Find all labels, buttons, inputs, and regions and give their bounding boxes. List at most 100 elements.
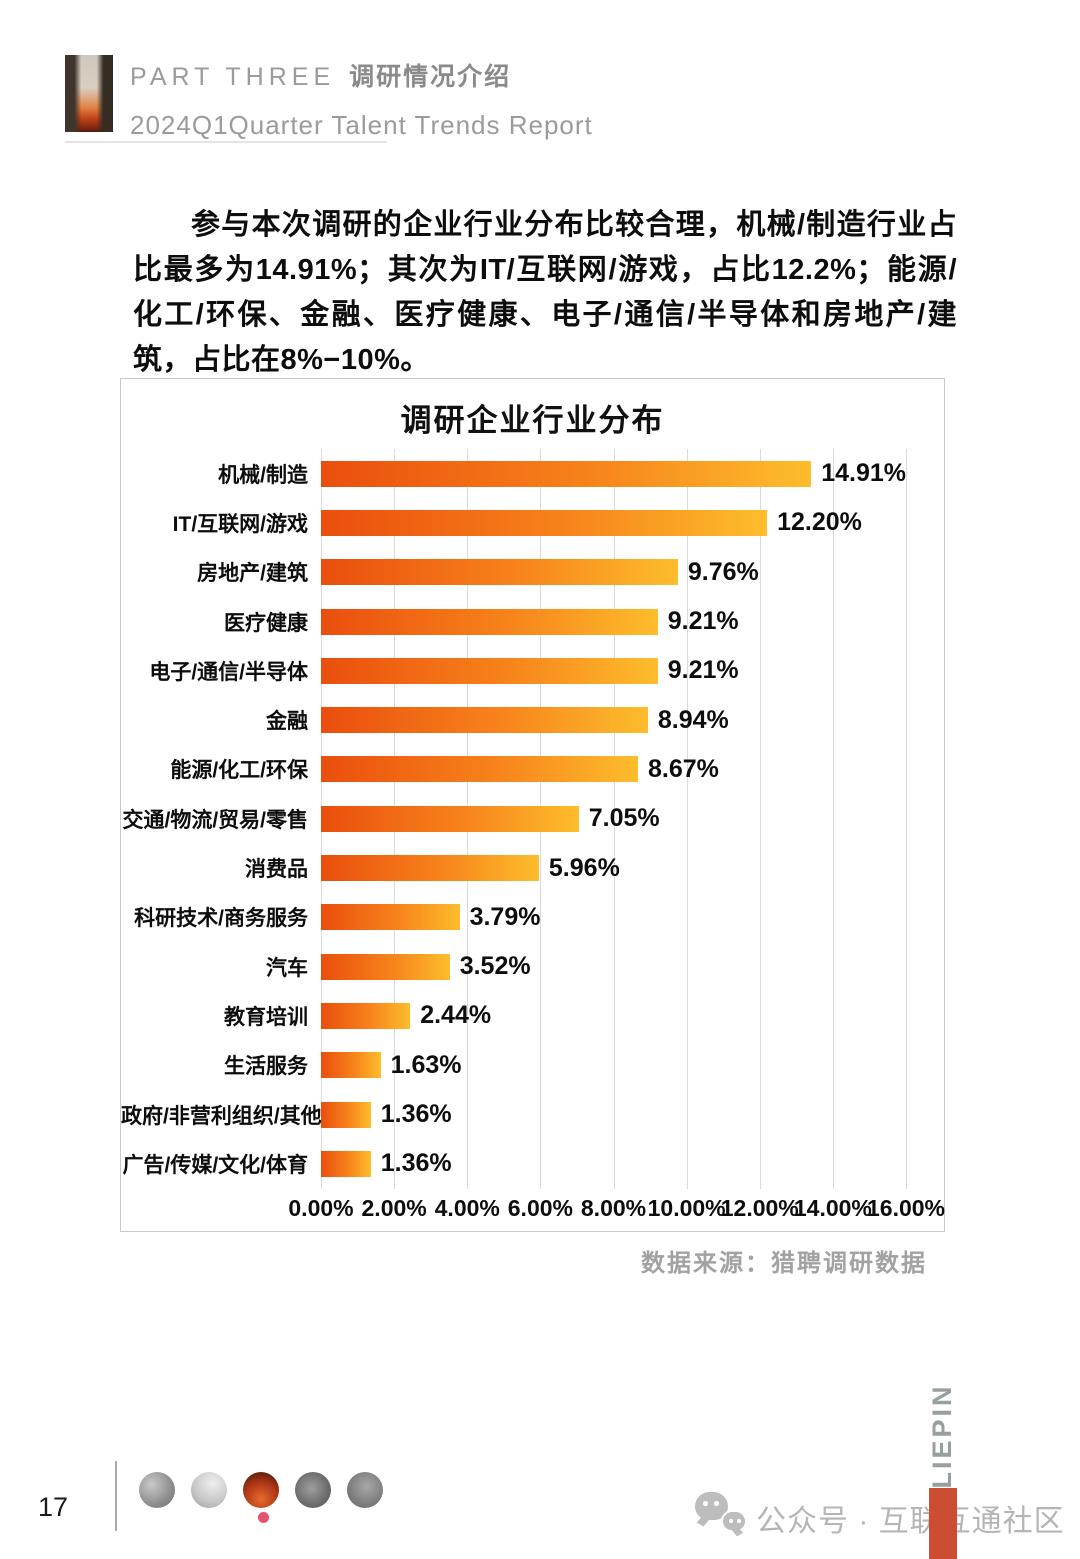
chart-row: 交通/物流/贸易/零售 7.05% [121,794,944,843]
chart-bars: 机械/制造 14.91% IT/互联网/游戏 12.20% 房地产/建筑 9.76% 医疗健… [121,449,944,1188]
value-label: 8.67% [647,754,719,783]
bar [321,1101,371,1128]
page-thumbnail-5[interactable] [347,1472,383,1508]
bar [321,805,579,832]
category-label: 交通/物流/贸易/零售 [122,808,308,832]
chart-title: 调研企业行业分布 [400,403,665,438]
value-label: 7.05% [588,804,660,833]
bar [321,1052,381,1079]
chart-row: 金融 8.94% [121,695,944,744]
value-label: 2.44% [420,1001,492,1030]
intro-paragraph: 参与本次调研的企业行业分布比较合理，机械/制造行业占比最多为14.91%；其次为… [133,209,957,376]
category-label: 消费品 [245,858,308,882]
bar [321,460,812,487]
chart-row: IT/互联网/游戏 12.20% [121,498,944,547]
chart-row: 电子/通信/半导体 9.21% [121,646,944,695]
category-label: 电子/通信/半导体 [149,660,308,684]
chart-row: 消费品 5.96% [121,843,944,892]
category-label: 房地产/建筑 [197,562,308,586]
industry-distribution-chart: 调研企业行业分布 机械/制造 14.91% IT/互联网/游戏 12.20% 房地产/建… [120,378,945,1232]
page-thumbnail-4[interactable] [295,1472,331,1508]
value-label: 1.36% [380,1100,452,1128]
chart-row: 房地产/建筑 9.76% [121,548,944,597]
x-axis: 0.00% 2.00% 4.00% 6.00% 8.00% 10.00% 12.00% 14.… [288,1195,945,1229]
chart-row: 机械/制造 14.91% [121,449,944,498]
x-tick-label: 12.00% [720,1195,799,1221]
value-label: 8.94% [657,705,729,734]
value-label: 14.91% [821,459,906,488]
wechat-icon [695,1492,747,1534]
part-title: 调研情况介绍 [349,63,512,91]
active-thumbnail-dot [258,1512,269,1523]
wechat-account-label: 公众号 · 互联互通社区 [756,1505,1065,1538]
page-thumbnail-3-active[interactable] [243,1472,279,1508]
x-tick-label: 16.00% [866,1195,946,1221]
header-city-photo [65,55,113,132]
category-label: 广告/传媒/文化/体育 [122,1153,308,1177]
x-tick-label: 8.00% [580,1195,647,1221]
report-subtitle: 2024Q1Quarter Talent Trends Report [130,110,593,140]
page-number: 17 [38,1492,69,1522]
chart-row: 汽车 3.52% [121,942,944,991]
x-tick-label: 10.00% [647,1195,726,1221]
category-label: 教育培训 [224,1005,308,1029]
gridline [759,449,761,1189]
chart-row: 医疗健康 9.21% [121,597,944,646]
gridline [906,449,907,1189]
chart-row: 科研技术/商务服务 3.79% [121,893,944,942]
liepin-brand-text: LIEPIN [927,1383,957,1489]
chart-row: 广告/传媒/文化/体育 1.36% [121,1139,944,1188]
value-label: 9.76% [687,557,759,586]
bar [321,559,678,586]
page-thumbnail-2[interactable] [191,1472,227,1508]
value-label: 12.20% [777,508,862,537]
category-label: 政府/非营利组织/其他 [121,1104,322,1128]
page-thumbnail-1[interactable] [139,1472,175,1508]
bar [321,1002,411,1029]
category-label: 医疗健康 [224,611,308,635]
gridline [832,449,834,1189]
bar [321,608,658,635]
bar [321,1150,371,1177]
page-header: PART THREE 调研情况介绍 2024Q1Quarter Talent Tr… [130,57,593,141]
value-label: 5.96% [548,853,620,882]
value-label: 9.21% [667,656,739,685]
value-label: 1.63% [390,1050,462,1079]
footer-divider [115,1461,117,1531]
value-label: 9.21% [667,607,739,636]
category-label: 金融 [266,710,308,734]
header-divider [65,141,387,143]
x-tick-label: 2.00% [361,1195,427,1221]
chart-row: 能源/化工/环保 8.67% [121,745,944,794]
bar [321,509,768,536]
page-thumbnail-strip [139,1472,383,1508]
x-tick-label: 0.00% [288,1195,354,1221]
bar [321,707,648,734]
chart-row: 生活服务 1.63% [121,1041,944,1090]
category-label: 生活服务 [224,1055,308,1079]
category-label: 机械/制造 [218,463,308,487]
bar [321,904,460,931]
value-label: 1.36% [380,1149,452,1178]
data-source-note: 数据来源：猎聘调研数据 [641,1250,927,1277]
bar [321,657,658,684]
category-label: 汽车 [266,956,308,980]
part-label: PART THREE [130,63,336,91]
value-label: 3.79% [469,902,541,931]
gridline [686,449,688,1189]
category-label: 科研技术/商务服务 [134,907,308,931]
x-tick-label: 4.00% [434,1195,500,1221]
chart-row: 教育培训 2.44% [121,991,944,1040]
value-label: 3.52% [459,952,531,981]
gridline [613,449,615,1189]
chart-row: 政府/非营利组织/其他 1.36% [121,1090,944,1139]
category-label: IT/互联网/游戏 [172,512,308,536]
brand-accent-bar [929,1488,957,1559]
x-tick-label: 14.00% [793,1195,872,1221]
bar [321,953,450,980]
bar [321,855,539,882]
bar [321,756,638,783]
x-tick-label: 6.00% [507,1195,573,1221]
category-label: 能源/化工/环保 [170,759,308,783]
